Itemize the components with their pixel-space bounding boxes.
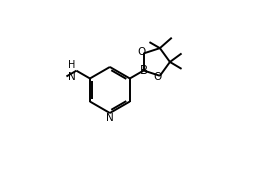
Text: B: B <box>140 64 148 77</box>
Text: H: H <box>68 60 75 70</box>
Text: N: N <box>106 113 114 123</box>
Text: O: O <box>154 72 162 82</box>
Text: O: O <box>137 47 146 57</box>
Text: N: N <box>68 72 76 82</box>
